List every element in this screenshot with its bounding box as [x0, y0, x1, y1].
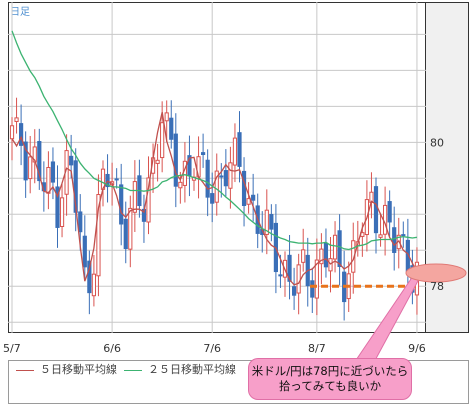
x-tick-label: 8/7 [308, 342, 326, 355]
candle-body [319, 248, 324, 265]
candle-body [214, 170, 219, 203]
candle-body [228, 162, 233, 189]
candle-body [9, 125, 15, 140]
candle-body [269, 214, 274, 230]
candle-body [123, 218, 128, 250]
candle-body [310, 280, 315, 298]
candle-body [314, 259, 319, 299]
y-tick-label: 78 [430, 280, 444, 293]
candle-body [392, 227, 397, 253]
candle-body [210, 193, 215, 204]
candle-body [59, 197, 65, 227]
candle-body [87, 260, 92, 294]
x-tick-label: 5/7 [3, 342, 21, 355]
candle-body [128, 207, 133, 250]
x-tick-label: 6/6 [103, 342, 121, 355]
candle-body [160, 122, 165, 159]
x-tick-label: 7/6 [203, 342, 221, 355]
candle-body [287, 254, 292, 282]
candle-body [264, 209, 269, 235]
candle-body [323, 242, 329, 268]
candle-body [301, 249, 306, 263]
candle-body [169, 117, 174, 140]
candle-body [55, 186, 60, 228]
candle-body [241, 170, 247, 207]
candle-body [82, 235, 87, 268]
candle-body [387, 201, 392, 223]
candle-body [155, 159, 160, 164]
candle-body [173, 133, 178, 187]
candle-body [50, 161, 56, 183]
candle-body [96, 194, 101, 277]
candle-body [278, 274, 283, 277]
candle-body [378, 234, 383, 238]
candle-body [373, 186, 379, 234]
legend-item-ma25: ２５日移動平均線 [124, 361, 236, 377]
legend-label-ma5: ５日移動平均線 [40, 363, 117, 376]
annotation-line-1: 米ドル/円は78円に近づいたら [251, 364, 409, 378]
candle-body [205, 159, 210, 198]
highlight-ellipse [405, 263, 467, 283]
candle-body [332, 234, 338, 260]
candle-body [237, 132, 242, 167]
candle-body [91, 273, 97, 297]
candle-body [132, 181, 137, 213]
candle-body [401, 234, 406, 237]
legend-label-ma25: ２５日移動平均線 [148, 363, 236, 376]
candle-body [292, 286, 297, 296]
legend-swatch-ma5 [16, 369, 34, 371]
candle-body [337, 230, 342, 267]
candle-body [69, 155, 74, 166]
candle-body [251, 194, 256, 201]
y-tick-label: 80 [430, 136, 444, 149]
ma25-line [11, 30, 417, 251]
candle-body [232, 137, 238, 166]
candle-body [246, 198, 251, 205]
candle-body [201, 152, 206, 156]
candle-body [119, 184, 124, 225]
ma5-line [11, 111, 418, 286]
candle-body [296, 264, 301, 294]
candle-body [28, 156, 33, 180]
chart-title: 日足 [10, 7, 30, 18]
candle-body [328, 258, 333, 272]
candle-body [23, 141, 28, 181]
candle-body [223, 170, 228, 187]
candle-body [73, 160, 78, 213]
candle-body [114, 178, 119, 181]
candle-body [78, 211, 83, 233]
candle-body [46, 166, 51, 194]
x-tick-label: 9/6 [408, 342, 426, 355]
annotation-line-2: 拾ってみても良いか [278, 379, 382, 393]
legend-swatch-ma25 [124, 369, 142, 371]
legend-item-ma5: ５日移動平均線 [16, 361, 117, 377]
candle-body [178, 181, 183, 189]
candle-body [164, 112, 169, 122]
candle-body [146, 177, 151, 223]
annotation-callout: 米ドル/円は78円に近づいたら 拾ってみても良いか [248, 358, 412, 400]
candle-body [219, 175, 224, 178]
candle-body [14, 117, 19, 122]
candle-body [37, 141, 42, 182]
candle-body [19, 123, 24, 146]
